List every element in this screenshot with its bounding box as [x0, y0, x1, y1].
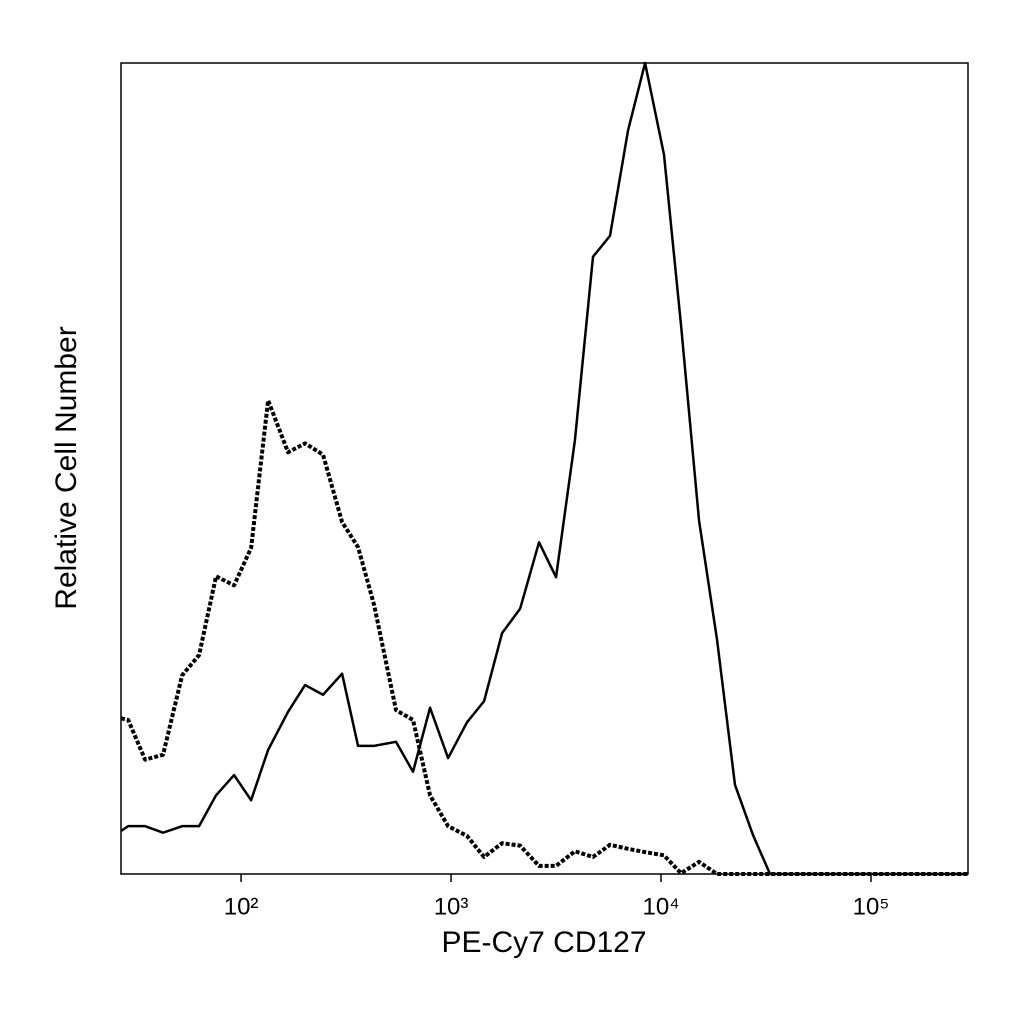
- histogram-line: [120, 61, 968, 876]
- x-tick-label: 10⁵: [853, 893, 890, 920]
- y-axis-title: Relative Cell Number: [50, 326, 83, 609]
- x-tick-label: 10²: [224, 893, 259, 920]
- x-tick-label: 10³: [434, 893, 469, 920]
- plot-frame: [120, 62, 969, 875]
- dashed-histogram: [120, 398, 968, 876]
- x-tick-label: 10⁴: [643, 893, 680, 920]
- x-axis-title: PE-Cy7 CD127: [441, 926, 646, 959]
